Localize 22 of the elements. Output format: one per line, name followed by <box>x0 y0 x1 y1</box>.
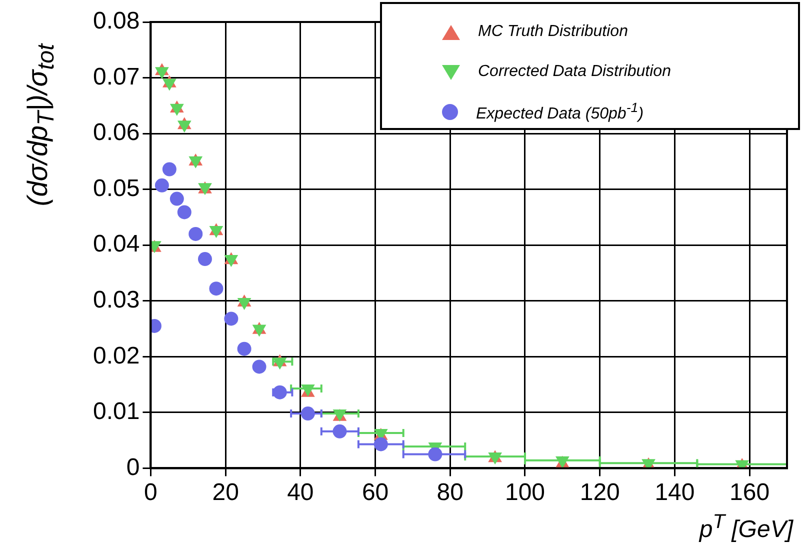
y-tick-label: 0.05 <box>92 174 140 202</box>
x-tick-label: 0 <box>144 479 158 506</box>
y-tick-label: 0.02 <box>92 342 140 370</box>
y-tick-label: 0.04 <box>92 230 140 258</box>
y-tick-label: 0 <box>126 454 140 481</box>
y-tick-label: 0.08 <box>92 8 140 35</box>
y-tick-label: 0.06 <box>92 119 140 146</box>
legend-label: MC Truth Distribution <box>478 23 628 41</box>
x-axis-title: p$^{T}$ [GeV] <box>699 510 793 545</box>
y-tick-label: 0.07 <box>92 63 140 90</box>
x-tick-label: 60 <box>362 479 389 506</box>
y-tick-label: 0.03 <box>92 286 140 314</box>
x-tick-label: 80 <box>436 479 464 506</box>
x-tick-label: 100 <box>504 479 546 506</box>
x-tick-label: 20 <box>212 479 239 506</box>
x-tick-label: 40 <box>287 479 314 506</box>
y-tick-label: 0.01 <box>92 398 140 426</box>
x-tick-label: 120 <box>580 479 620 506</box>
legend-label: Expected Data (50pb$^{-1}$) <box>476 100 644 124</box>
legend-label: Corrected Data Distribution <box>478 63 671 81</box>
x-tick-label: 160 <box>730 479 770 506</box>
x-tick-label: 140 <box>654 479 695 506</box>
